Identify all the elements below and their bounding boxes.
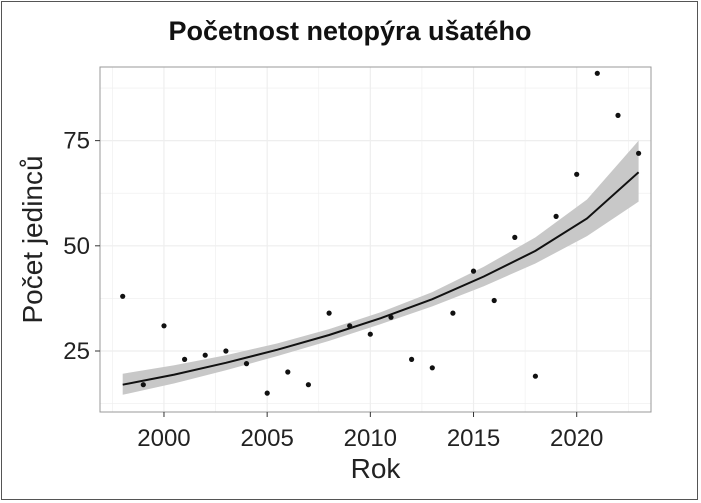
data-point (305, 382, 311, 388)
data-point (594, 70, 600, 76)
x-tick-label: 2000 (137, 425, 190, 452)
data-point (491, 297, 497, 304)
data-point (470, 268, 477, 274)
x-tick-label: 2015 (447, 425, 500, 452)
data-point (429, 365, 435, 371)
data-point (223, 348, 229, 354)
data-point (574, 171, 580, 177)
data-point (450, 310, 456, 316)
x-tick-label: 2020 (550, 425, 603, 452)
data-point (409, 356, 415, 362)
data-point (182, 356, 188, 362)
x-axis-title: Rok (351, 453, 402, 484)
x-tick-label: 2010 (344, 425, 397, 452)
chart-title: Početnost netopýra ušatého (168, 16, 531, 46)
x-axis-ticks: 2000 2005 2010 2015 2020 (137, 412, 603, 452)
confidence-band-area (122, 140, 639, 395)
data-point (264, 390, 270, 396)
y-tick-label: 75 (63, 128, 90, 155)
confidence-band (122, 140, 639, 395)
data-point (367, 331, 373, 337)
data-point (388, 314, 394, 320)
trend-line (122, 171, 640, 386)
y-tick-label: 25 (63, 338, 90, 365)
data-point (553, 213, 559, 219)
y-axis-title: Počet jedinců (17, 155, 48, 323)
data-points (120, 70, 642, 396)
data-point (285, 369, 291, 375)
data-point (161, 323, 167, 329)
data-point (243, 361, 250, 367)
data-point (140, 382, 146, 388)
data-point (120, 293, 126, 299)
panel-border (99, 66, 652, 413)
data-point (512, 234, 518, 240)
data-point (615, 112, 621, 118)
y-axis-ticks: 25 50 75 (63, 128, 100, 365)
y-tick-label: 50 (63, 233, 90, 260)
x-tick-label: 2005 (240, 425, 293, 452)
data-point (636, 150, 642, 156)
data-point (202, 352, 208, 358)
data-point (532, 373, 539, 379)
trend-curve (122, 171, 640, 386)
data-point (326, 310, 332, 316)
data-point (347, 323, 353, 329)
